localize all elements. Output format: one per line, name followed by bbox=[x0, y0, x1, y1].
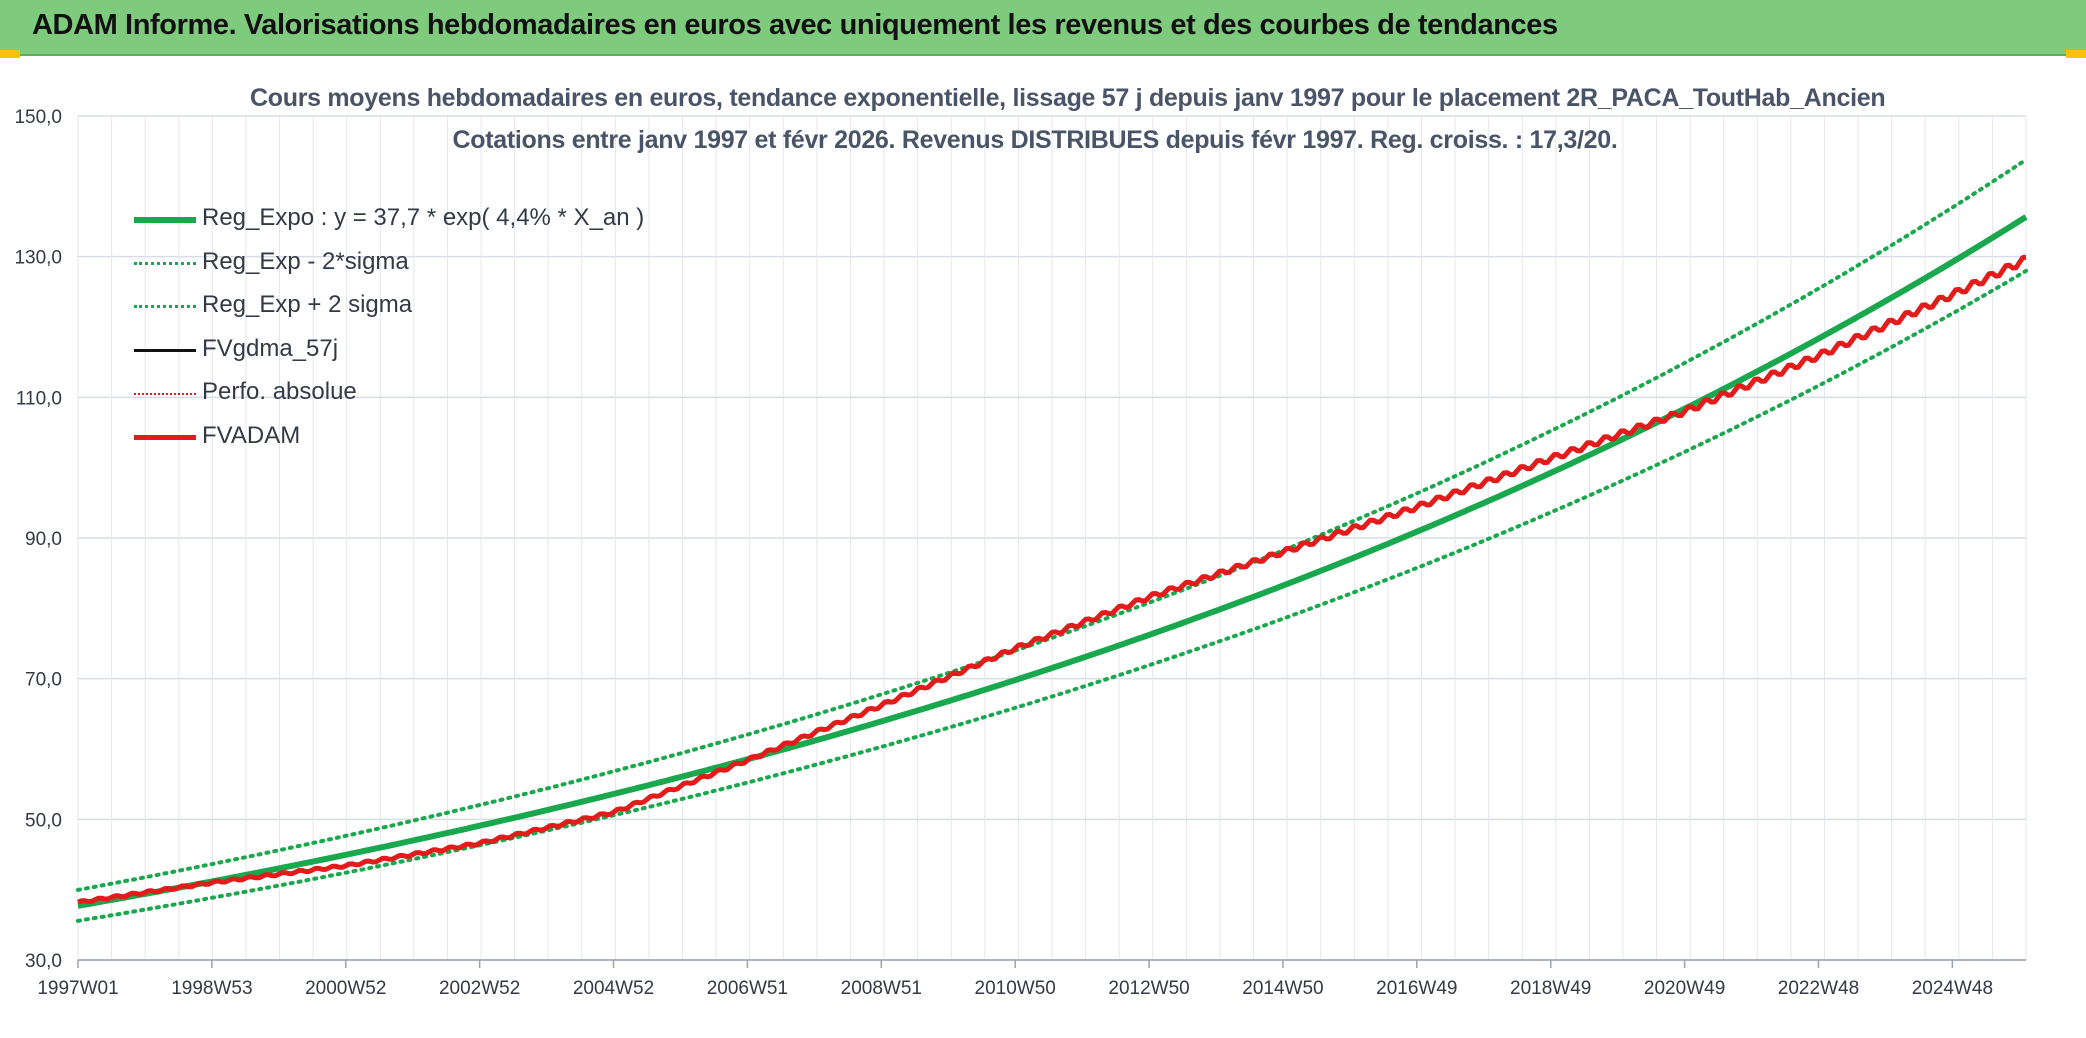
legend-label: Perfo. absolue bbox=[202, 378, 357, 405]
chart-title: Cours moyens hebdomadaires en euros, ten… bbox=[250, 84, 1886, 112]
x-tick-label: 2012W50 bbox=[1108, 978, 1189, 999]
legend-swatch bbox=[134, 393, 196, 395]
chart-subtitle: Cotations entre janv 1997 et févr 2026. … bbox=[452, 126, 1618, 154]
y-tick-label: 90,0 bbox=[25, 529, 62, 550]
legend-label: Reg_Expo : y = 37,7 * exp( 4,4% * X_an ) bbox=[202, 204, 645, 231]
legend-swatch bbox=[134, 435, 196, 440]
x-tick-label: 2014W50 bbox=[1242, 978, 1323, 999]
report-title: ADAM Informe. Valorisations hebdomadaire… bbox=[32, 9, 1558, 41]
y-tick-label: 110,0 bbox=[16, 388, 62, 409]
y-tick-label: 30,0 bbox=[25, 951, 62, 972]
x-tick-label: 2008W51 bbox=[841, 978, 922, 999]
y-tick-label: 70,0 bbox=[25, 670, 62, 691]
legend-swatch bbox=[134, 349, 196, 352]
legend-label: FVgdma_57j bbox=[202, 334, 339, 362]
y-tick-label: 130,0 bbox=[14, 248, 62, 269]
series-fvadam bbox=[76, 254, 2027, 905]
x-tick-label: 2022W48 bbox=[1778, 978, 1859, 999]
x-tick-label: 2002W52 bbox=[439, 978, 520, 999]
series-reg-exp-minus-2sigma bbox=[76, 268, 2028, 923]
series-reg-expo bbox=[77, 214, 2028, 909]
corner-marker-left bbox=[0, 50, 20, 58]
x-tick-label: 2006W51 bbox=[707, 978, 788, 999]
legend-label: FVADAM bbox=[202, 421, 301, 449]
x-tick-label: 1997W01 bbox=[37, 978, 118, 999]
legend-label: Reg_Exp - 2*sigma bbox=[202, 247, 409, 275]
corner-marker-right bbox=[2066, 50, 2086, 58]
x-tick-label: 2010W50 bbox=[975, 978, 1056, 999]
x-tick-label: 1998W53 bbox=[171, 978, 252, 999]
y-tick-label: 150,0 bbox=[14, 107, 62, 128]
y-tick-label: 50,0 bbox=[25, 810, 62, 831]
series-reg-exp-plus-2sigma bbox=[76, 157, 2028, 892]
legend-swatch bbox=[134, 217, 196, 223]
legend-label: Reg_Exp + 2 sigma bbox=[202, 291, 413, 318]
x-tick-label: 2016W49 bbox=[1376, 978, 1457, 999]
legend-swatch bbox=[134, 305, 196, 309]
x-tick-label: 2024W48 bbox=[1912, 978, 1993, 999]
report-banner: ADAM Informe. Valorisations hebdomadaire… bbox=[0, 0, 2086, 56]
x-tick-label: 2000W52 bbox=[305, 978, 386, 999]
x-tick-label: 2020W49 bbox=[1644, 978, 1725, 999]
legend-swatch bbox=[134, 261, 196, 265]
x-tick-label: 2018W49 bbox=[1510, 978, 1591, 999]
x-tick-label: 2004W52 bbox=[573, 978, 654, 999]
